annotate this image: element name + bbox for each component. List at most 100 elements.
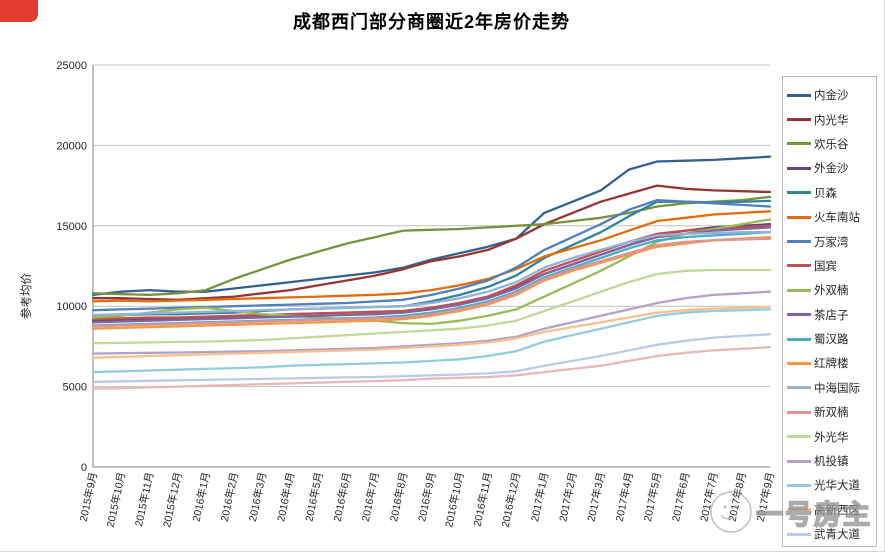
series-line-欢乐谷	[91, 195, 772, 297]
legend-label: 外金沙	[814, 163, 849, 176]
legend-line-swatch	[787, 118, 811, 122]
legend-item: 外光华	[783, 424, 876, 448]
legend-label: 内光华	[814, 114, 849, 127]
series-line-高新西区	[91, 305, 772, 359]
x-axis-tick: 2017年6月	[669, 471, 692, 523]
legend-line-swatch	[787, 166, 811, 170]
legend-label: 外双楠	[814, 285, 849, 298]
legend-item: 高新西区	[783, 498, 876, 522]
legend-label: 高新西区	[814, 504, 860, 517]
series-line-光华大道	[91, 308, 772, 374]
legend-line-swatch	[787, 483, 811, 487]
legend-label: 光华大道	[814, 480, 860, 493]
x-axis-tick: 2017年4月	[613, 471, 636, 523]
series-line-贝森	[91, 199, 772, 317]
y-axis-tick: 15000	[56, 221, 87, 233]
legend-label: 蜀汉路	[814, 334, 849, 347]
red-corner-mark	[0, 0, 38, 22]
legend-item: 外双楠	[783, 278, 876, 302]
legend-item: 光华大道	[783, 473, 876, 497]
x-axis-tick: 2017年3月	[585, 471, 608, 523]
legend-item: 蜀汉路	[783, 327, 876, 351]
legend-item: 贝森	[783, 181, 876, 205]
series-line-国宾	[91, 224, 772, 321]
legend-line-swatch	[787, 288, 811, 292]
legend-line-swatch	[787, 93, 811, 97]
legend-label: 中海国际	[814, 382, 860, 395]
legend-line-swatch	[787, 459, 811, 463]
legend-item: 新双楠	[783, 400, 876, 424]
x-axis-tick: 2017年8月	[726, 471, 749, 523]
legend-label: 武青大道	[814, 529, 860, 542]
series-line-中海国际	[91, 231, 772, 317]
x-axis-tick: 2016年1月	[190, 471, 213, 523]
y-axis-tick: 0	[81, 462, 87, 474]
legend-label: 火车南站	[814, 212, 860, 225]
legend-line-swatch	[787, 191, 811, 195]
x-axis-tick: 2015年10月	[104, 471, 128, 529]
x-axis-tick: 2017年5月	[641, 471, 664, 523]
legend: 内金沙内光华欢乐谷外金沙贝森火车南站万家湾国宾外双楠茶店子蜀汉路红牌楼中海国际新…	[782, 76, 877, 547]
legend-item: 欢乐谷	[783, 132, 876, 156]
legend-label: 贝森	[814, 187, 837, 200]
y-axis-tick: 5000	[63, 382, 87, 394]
series-line-内光华	[91, 184, 772, 301]
legend-item: 内光华	[783, 107, 876, 131]
legend-line-swatch	[787, 508, 811, 512]
x-axis-tick: 2016年5月	[302, 471, 325, 523]
legend-label: 万家湾	[814, 236, 849, 249]
legend-item: 万家湾	[783, 229, 876, 253]
legend-label: 红牌楼	[814, 358, 849, 371]
legend-line-swatch	[787, 386, 811, 390]
legend-item: 中海国际	[783, 376, 876, 400]
x-axis-tick: 2015年11月	[132, 471, 156, 528]
series-line-外光华	[91, 268, 772, 345]
legend-item: 茶店子	[783, 303, 876, 327]
x-axis-tick: 2016年9月	[415, 471, 438, 523]
legend-line-swatch	[787, 240, 811, 244]
x-axis-tick: 2016年6月	[331, 471, 354, 523]
series-line-红牌楼	[91, 235, 772, 330]
legend-line-swatch	[787, 532, 811, 536]
legend-line-swatch	[787, 435, 811, 439]
series-line-新双楠	[91, 237, 772, 328]
legend-label: 国宾	[814, 260, 837, 273]
x-axis-tick: 2016年4月	[274, 471, 297, 523]
legend-line-swatch	[787, 264, 811, 268]
legend-item: 机投镇	[783, 449, 876, 473]
legend-label: 新双楠	[814, 407, 849, 420]
series-line-火车南站	[91, 210, 772, 303]
legend-line-swatch	[787, 313, 811, 317]
series-line-外双楠	[91, 218, 772, 326]
y-axis-tick: 25000	[56, 60, 87, 72]
x-axis-tick: 2016年8月	[387, 471, 410, 523]
x-axis-tick: 2016年3月	[246, 471, 269, 523]
x-axis-tick: 2016年7月	[359, 471, 382, 523]
legend-line-swatch	[787, 410, 811, 414]
legend-line-swatch	[787, 361, 811, 365]
legend-item: 国宾	[783, 254, 876, 278]
x-axis-tick: 2017年2月	[556, 471, 579, 523]
legend-item: 外金沙	[783, 156, 876, 180]
legend-label: 茶店子	[814, 309, 849, 322]
y-axis-tick: 10000	[56, 301, 87, 313]
x-axis-tick: 2017年7月	[697, 471, 720, 523]
legend-item: 火车南站	[783, 205, 876, 229]
series-line-万家湾	[91, 198, 772, 312]
x-axis-tick: 2016年10月	[442, 471, 466, 529]
legend-line-swatch	[787, 142, 811, 146]
y-axis-title: 参考均价	[19, 273, 33, 319]
series-line-机投镇	[91, 290, 772, 355]
legend-item: 内金沙	[783, 83, 876, 107]
legend-item: 红牌楼	[783, 351, 876, 375]
legend-line-swatch	[787, 337, 811, 341]
legend-label: 内金沙	[814, 90, 849, 103]
x-axis-tick: 2017年1月	[528, 471, 551, 523]
series-line-武青大道	[91, 333, 772, 383]
legend-label: 欢乐谷	[814, 138, 849, 151]
x-axis-tick: 2016年2月	[218, 471, 241, 523]
chart-title: 成都西门部分商圈近2年房价走势	[292, 12, 570, 32]
x-axis-tick: 2015年12月	[160, 471, 184, 529]
